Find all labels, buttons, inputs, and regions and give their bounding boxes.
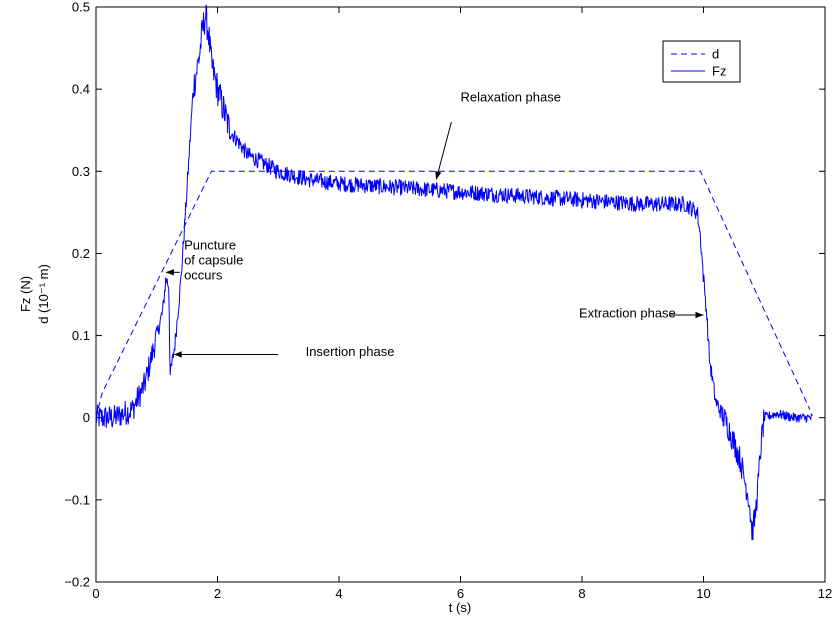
annotation-text: Extraction phase <box>579 306 676 321</box>
legend: d Fz <box>662 40 741 83</box>
y-tick-label: 0.3 <box>72 164 90 179</box>
annotation-text: Puncture <box>184 237 236 252</box>
y-axis-label-line-1: Fz (N) <box>18 276 33 312</box>
x-tick-label: 2 <box>214 586 221 601</box>
y-tick-label: 0.4 <box>72 82 90 97</box>
y-tick-label: 0.5 <box>72 0 90 15</box>
annotation-text: Relaxation phase <box>461 89 561 104</box>
x-axis-label: t (s) <box>449 600 471 615</box>
axis-ticks: 0 2 4 6 8 10 12 −0.2 −0.1 0 0.1 0.2 0.3 0.4 0.5 <box>64 0 832 601</box>
y-axis-label-line-2: d (10⁻¹ m) <box>36 264 51 324</box>
series-line-fz <box>95 4 813 541</box>
annotation-text: occurs <box>184 267 223 282</box>
series-group <box>95 4 813 541</box>
legend-box <box>662 40 741 83</box>
series-line-d <box>95 170 811 418</box>
x-tick-label: 6 <box>457 586 464 601</box>
y-tick-label: −0.1 <box>64 492 90 507</box>
x-tick-label: 0 <box>92 586 99 601</box>
annotation-arrow <box>435 121 452 180</box>
annotation-text: of capsule <box>184 252 243 267</box>
x-tick-label: 12 <box>818 586 832 601</box>
annotation-text: Insertion phase <box>306 344 395 359</box>
y-tick-label: 0.2 <box>72 246 90 261</box>
x-tick-label: 8 <box>578 586 585 601</box>
x-tick-label: 4 <box>335 586 342 601</box>
x-tick-label: 10 <box>696 586 710 601</box>
legend-label: d <box>712 47 719 62</box>
y-tick-label: 0.1 <box>72 328 90 343</box>
legend-label: Fz <box>712 64 726 79</box>
y-tick-label: −0.2 <box>64 575 90 590</box>
y-tick-label: 0 <box>83 410 90 425</box>
